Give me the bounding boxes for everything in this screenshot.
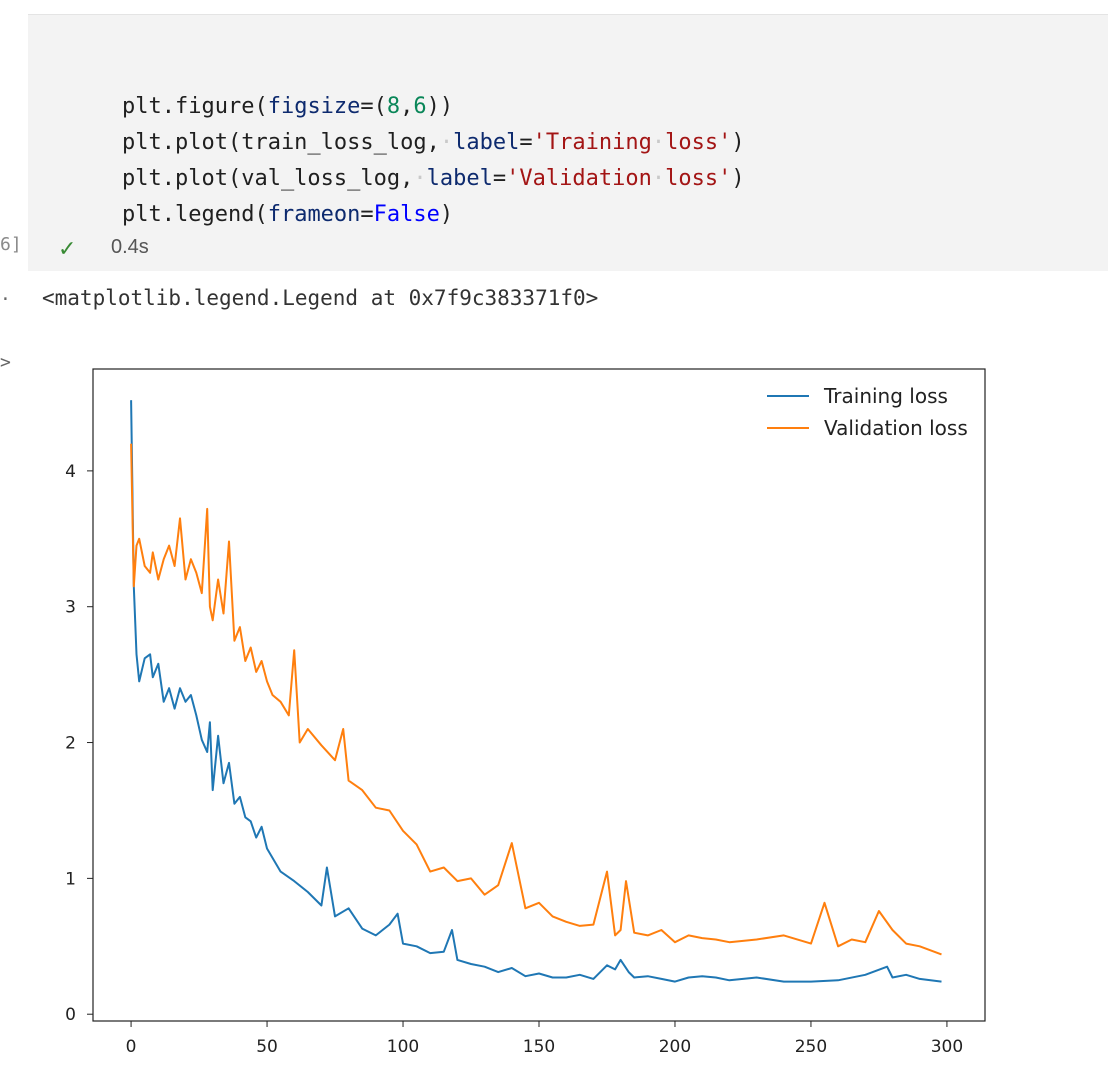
code-token: 8 — [386, 94, 401, 119]
x-tick-label: 0 — [126, 1037, 137, 1057]
code-token: · — [413, 166, 427, 191]
output-text: <matplotlib.legend.Legend at 0x7f9c38337… — [42, 286, 599, 310]
code-token: loss' — [665, 166, 732, 191]
code-line: plt.legend(frameon=False) — [122, 197, 745, 233]
output-prompt-2: > — [0, 352, 11, 373]
x-tick-label: 250 — [795, 1037, 827, 1057]
code-line: plt.plot(val_loss_log,·label='Validation… — [122, 161, 745, 197]
legend-label: Validation loss — [824, 416, 968, 440]
code-token: plt.plot(train_loss_log, — [122, 130, 440, 155]
code-token: =( — [360, 94, 387, 119]
execution-duration: 0.4s — [111, 236, 149, 258]
series-line-validation — [130, 443, 942, 956]
code-token: 6 — [413, 94, 427, 119]
code-token: loss' — [665, 130, 732, 155]
success-check-icon: ✓ — [58, 236, 77, 261]
code-token: · — [651, 130, 666, 155]
code-token: frameon — [267, 202, 361, 227]
execution-count: 6] — [0, 234, 22, 255]
x-tick-label: 100 — [387, 1037, 419, 1057]
code-token: = — [360, 202, 374, 227]
code-token: 'Validation — [506, 166, 652, 191]
y-tick-label: 4 — [65, 462, 76, 482]
code-token: · — [651, 166, 666, 191]
y-tick-label: 0 — [65, 1005, 76, 1025]
code-token: = — [492, 166, 507, 191]
code-token: = — [519, 130, 533, 155]
code-token: ) — [439, 202, 454, 227]
code-line: plt.plot(train_loss_log,·label='Training… — [122, 125, 745, 161]
legend-label: Training loss — [823, 384, 948, 408]
code-token: figsize — [267, 94, 361, 119]
code-token: ) — [731, 130, 745, 155]
y-tick-label: 1 — [65, 869, 76, 889]
x-tick-label: 50 — [256, 1037, 278, 1057]
series-line-training — [130, 400, 942, 983]
x-tick-label: 200 — [659, 1037, 691, 1057]
code-token: · — [439, 130, 454, 155]
plot-area — [92, 368, 986, 1022]
code-token: label — [453, 130, 520, 155]
code-token: , — [400, 94, 414, 119]
code-token: plt.legend( — [122, 202, 268, 227]
y-tick-label: 3 — [65, 598, 76, 618]
code-line: plt.figure(figsize=(8,6)) — [122, 89, 745, 125]
code-token: plt.figure( — [122, 94, 268, 119]
code-token: label — [426, 166, 493, 191]
code-cell[interactable]: plt.figure(figsize=(8,6)) plt.plot(train_… — [28, 14, 1108, 271]
code-token: 'Training — [532, 130, 652, 155]
code-editor[interactable]: plt.figure(figsize=(8,6)) plt.plot(train_… — [122, 89, 745, 233]
x-tick-label: 300 — [931, 1037, 963, 1057]
code-token: ) — [731, 166, 745, 191]
output-prompt: . — [0, 284, 11, 305]
y-tick-label: 2 — [65, 734, 76, 754]
code-token: plt.plot(val_loss_log, — [122, 166, 414, 191]
x-tick-label: 150 — [523, 1037, 555, 1057]
code-token: )) — [426, 94, 454, 119]
code-token: False — [373, 202, 440, 227]
